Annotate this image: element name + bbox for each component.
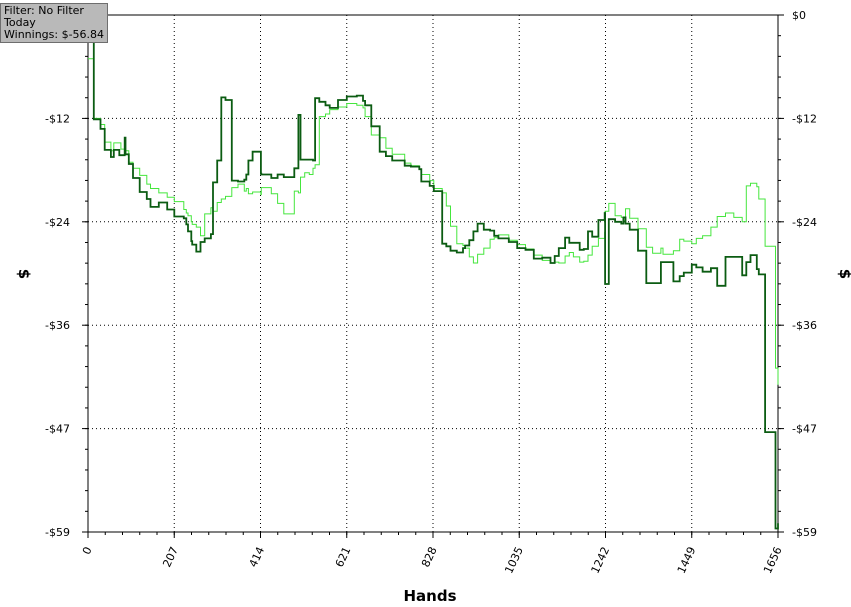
x-tick-label: 414 <box>247 545 268 570</box>
y-tick-label: -$24 <box>45 216 70 229</box>
x-tick-label: 1242 <box>589 545 613 576</box>
period-label: Today <box>4 16 36 29</box>
y-tick-label: $0 <box>792 9 806 22</box>
plot-area <box>87 14 779 533</box>
y-tick-label: -$24 <box>792 216 817 229</box>
y-axis-left: $0-$12-$24-$36-$47-$59 <box>45 9 70 539</box>
y-tick-label: -$12 <box>792 112 817 125</box>
y-axis-right: $0 -$12 -$24 -$36 -$47 -$59 <box>792 9 817 539</box>
minor-ticks <box>85 14 781 535</box>
series-line-2 <box>88 40 779 530</box>
x-tick-label: 0 <box>80 545 95 557</box>
info-box: Filter: No Filter Today Winnings: $-56.8… <box>0 3 108 43</box>
y-axis-title-left: $ <box>15 269 33 279</box>
y-tick-label: -$47 <box>792 423 817 436</box>
y-tick-label: -$59 <box>45 526 70 539</box>
x-tick-label: 1656 <box>761 545 785 576</box>
y-tick-label: -$47 <box>45 423 70 436</box>
y-tick-label: -$12 <box>45 112 70 125</box>
x-axis-title: Hands <box>403 587 456 605</box>
y-tick-label: -$59 <box>792 526 817 539</box>
x-tick-label: 621 <box>333 545 354 570</box>
y-axis-title-right: $ <box>836 269 851 279</box>
filter-label: Filter: No Filter <box>4 4 84 17</box>
series-layer <box>88 40 779 530</box>
y-tick-label: -$36 <box>45 319 70 332</box>
x-tick-label: 207 <box>160 545 181 570</box>
x-axis: 0 207 414 621 828 1035 1242 1449 1656 <box>80 545 785 576</box>
x-tick-label: 1449 <box>675 545 699 576</box>
winnings-label: Winnings: $-56.84 <box>4 28 105 41</box>
y-tick-label: -$36 <box>792 319 817 332</box>
x-tick-label: 1035 <box>502 545 526 576</box>
x-tick-label: 828 <box>419 545 440 570</box>
